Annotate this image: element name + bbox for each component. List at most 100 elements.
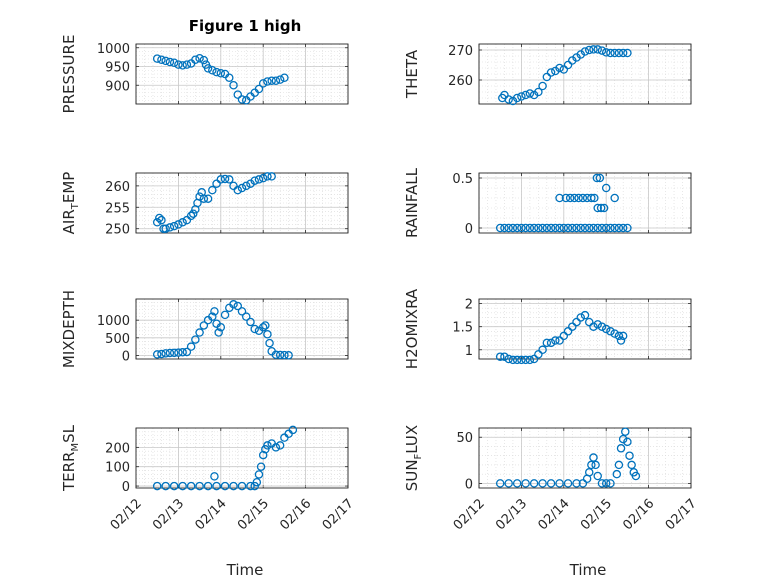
data-point (263, 441, 272, 450)
axes-box (135, 298, 349, 360)
data-point (610, 223, 619, 233)
data-point (618, 331, 628, 341)
data-point (178, 61, 187, 70)
data-point (182, 215, 192, 225)
axes-box (135, 43, 349, 105)
data-point (246, 481, 255, 491)
data-point (275, 441, 285, 450)
data-point (214, 328, 223, 337)
data-point (284, 351, 293, 360)
data-point (614, 48, 624, 58)
data-point (220, 310, 230, 320)
data-point (508, 223, 518, 233)
data-point (241, 181, 251, 191)
data-point (563, 60, 573, 70)
data-point (233, 185, 243, 195)
data-point (157, 55, 166, 65)
y-tick-label: 0 (465, 477, 473, 492)
axes-box (478, 43, 692, 105)
data-point (584, 223, 594, 233)
data-point (542, 338, 552, 348)
y-tick-label: 0.5 (452, 172, 473, 187)
data-point (182, 60, 192, 69)
data-point (614, 460, 624, 470)
data-point (576, 313, 586, 322)
data-point (546, 479, 556, 488)
y-axis-label: PRESSURE (60, 35, 78, 114)
data-point (561, 193, 571, 203)
y-tick-label: 0 (465, 222, 473, 237)
plot-area (479, 173, 691, 233)
data-point (220, 481, 230, 491)
data-point (233, 301, 243, 311)
data-point (601, 479, 611, 488)
data-point (271, 76, 281, 86)
data-point (529, 479, 539, 488)
data-point (203, 194, 213, 203)
data-point (517, 92, 526, 101)
y-tick-label: 900 (105, 79, 130, 94)
data-point (157, 349, 166, 359)
data-point (258, 79, 268, 88)
data-point (237, 481, 247, 491)
data-point (169, 221, 179, 231)
data-point (589, 223, 598, 233)
data-point (288, 425, 298, 435)
data-point (161, 224, 170, 233)
data-point (174, 220, 183, 229)
data-point (521, 479, 530, 488)
data-point (210, 472, 219, 481)
data-point (178, 481, 187, 491)
data-point (165, 348, 175, 358)
data-point (203, 64, 213, 73)
data-point (551, 336, 560, 345)
data-point (254, 470, 264, 479)
data-point (191, 335, 200, 344)
data-point (152, 54, 162, 63)
data-point (563, 479, 573, 488)
data-point (606, 327, 615, 336)
y-tick-label: 500 (105, 332, 130, 347)
data-point (538, 223, 547, 233)
data-point (591, 460, 600, 470)
data-point (574, 193, 583, 203)
data-point (263, 77, 272, 86)
data-point (212, 481, 221, 491)
data-point (174, 60, 183, 69)
data-point (500, 90, 509, 100)
data-point (191, 55, 200, 65)
data-point (593, 45, 602, 54)
data-point (563, 223, 573, 233)
data-point (589, 322, 598, 331)
data-point (555, 479, 564, 488)
axes-box (135, 172, 349, 234)
data-point (593, 471, 602, 481)
data-point (623, 48, 632, 58)
data-point (521, 90, 530, 100)
data-point (212, 179, 221, 188)
subplot-theta: 260 270 THETA (403, 43, 692, 106)
data-point (618, 434, 628, 444)
data-point (216, 69, 226, 78)
data-point (580, 47, 590, 56)
data-point (587, 193, 596, 203)
y-tick-label: 250 (105, 223, 130, 238)
data-point (534, 223, 543, 233)
data-point (155, 213, 164, 223)
data-point (225, 175, 234, 184)
data-point (208, 312, 217, 321)
data-point (216, 175, 226, 184)
data-point (578, 193, 588, 203)
data-point (212, 67, 221, 77)
data-point (559, 65, 569, 74)
data-point (555, 193, 564, 203)
y-tick-label: 50 (456, 431, 473, 446)
axes-box (135, 427, 349, 489)
data-point (161, 481, 170, 491)
data-point (229, 481, 238, 491)
data-point (208, 66, 217, 75)
data-point (275, 75, 285, 84)
data-point (157, 215, 166, 225)
